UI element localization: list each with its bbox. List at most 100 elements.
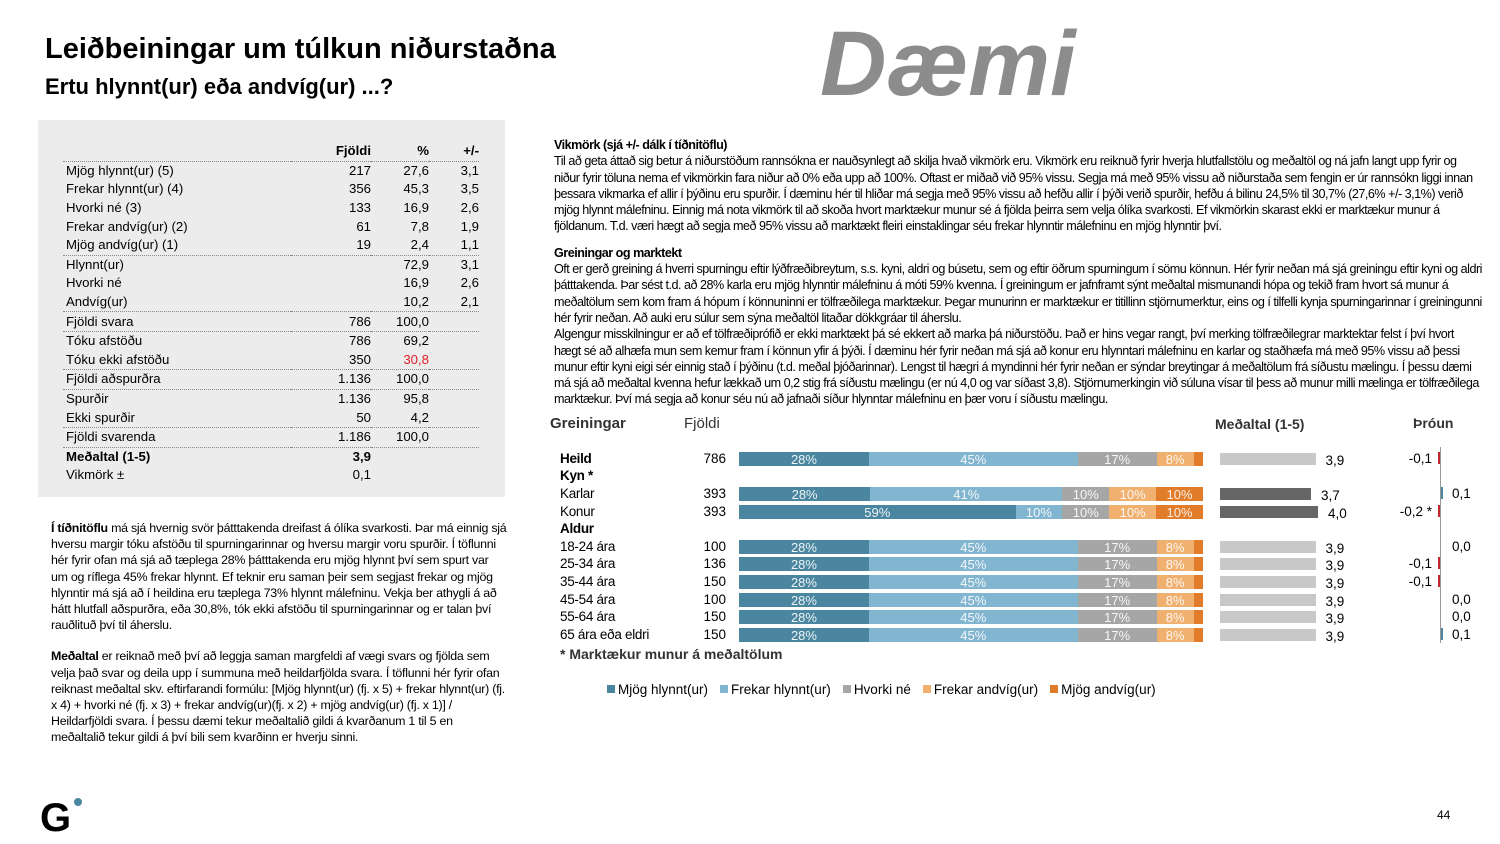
- cell-n: 3,9: [352, 448, 371, 464]
- cell-p: 2,4: [371, 235, 429, 256]
- cell-m: [429, 389, 479, 408]
- cell-p: 100,0: [371, 311, 429, 332]
- logo: G: [40, 796, 72, 840]
- cell-p: 72,9: [403, 256, 429, 272]
- bar-segment-4: 8%: [1156, 451, 1194, 466]
- table-row: Fjöldi svarenda 1.186 100,0: [63, 427, 479, 448]
- table-row: Frekar andvíg(ur) (2) 61 7,8 1,9: [63, 217, 479, 236]
- cell-n: [291, 274, 371, 293]
- header-margin: +/-: [429, 142, 479, 162]
- header-label: [63, 142, 291, 162]
- note-term: Í tíðnitöflu: [51, 521, 108, 535]
- page-title: Leiðbeiningar um túlkun niðurstaðna: [45, 33, 556, 65]
- cell-p: 27,6: [403, 162, 429, 178]
- row-count: 150: [703, 573, 726, 589]
- chart-groups-header: Greiningar: [550, 414, 626, 432]
- trend-value: 0,0: [1452, 609, 1471, 625]
- bar-segment-3: 17%: [1077, 557, 1157, 572]
- page-subtitle: Ertu hlynnt(ur) eða andvíg(ur) ...?: [45, 74, 394, 99]
- trend-bar: [1438, 451, 1440, 464]
- cell-p: 100,0: [371, 369, 429, 390]
- bar-segment-3: 10%: [1062, 486, 1110, 501]
- cell-n: [291, 292, 371, 313]
- cell-p: 69,2: [403, 333, 429, 349]
- row-count: 150: [703, 609, 726, 625]
- trend-value: 0,1: [1452, 485, 1471, 501]
- cell-m: 2,1: [429, 292, 479, 313]
- bar-segment-2: 45%: [868, 610, 1078, 625]
- cell-n: 1.186: [291, 427, 371, 448]
- chart-mean-header: Meðaltal (1-5): [1215, 415, 1305, 432]
- frequency-table-panel: Fjöldi % +/- Mjög hlynnt(ur) (5) 217 27,6 3…: [38, 120, 505, 497]
- mean-bar: [1220, 628, 1316, 641]
- bar-segment-5: [1193, 627, 1203, 642]
- mean-value: 3,9: [1325, 540, 1345, 556]
- cell-m: 2,6: [460, 275, 479, 291]
- table-row: Fjöldi svara 786 100,0: [63, 311, 479, 332]
- cell-n: 61: [356, 218, 371, 234]
- trend-value: -0,1: [1408, 573, 1432, 589]
- row-count: 786: [703, 450, 726, 466]
- row-label: Heild: [560, 450, 592, 466]
- bar-segment-1: 28%: [739, 486, 871, 501]
- margin-of-error-section: Vikmörk (sjá +/- dálk í tíðnitöflu) Til …: [554, 137, 1482, 235]
- bar-segment-1: 28%: [739, 451, 869, 466]
- mean-value: 3,9: [1325, 611, 1345, 627]
- row-label: Aldur: [560, 521, 594, 537]
- cell-label: Tóku afstöðu: [66, 333, 143, 349]
- table-row: Vikmörk ± 0,1: [63, 466, 479, 485]
- logo-dot: [74, 798, 82, 806]
- bar-segment-2: 41%: [870, 486, 1063, 501]
- cell-m: 3,1: [460, 256, 479, 272]
- row-label: Karlar: [560, 485, 595, 501]
- watermark: Dæmi: [820, 13, 1076, 115]
- row-count: 150: [703, 626, 726, 642]
- significance-section: Greiningar og marktekt Oft er gerð grein…: [554, 245, 1482, 408]
- bar-segment-4: 8%: [1156, 574, 1194, 589]
- legend-swatch: [922, 685, 931, 694]
- table-row: Hvorki né 16,9 2,6: [63, 274, 479, 293]
- bar-segment-1: 28%: [739, 627, 869, 642]
- breakdown-chart-block: Greiningar Fjöldi Meðaltal (1-5) Þróun H…: [0, 410, 1500, 705]
- header-percent: %: [371, 142, 429, 162]
- cell-n: 133: [348, 200, 371, 216]
- cell-label: Vikmörk ±: [66, 467, 125, 483]
- cell-label: Meðaltal (1-5): [66, 448, 151, 464]
- chart-trend-header: Þróun: [1413, 414, 1454, 431]
- cell-label: Frekar andvíg(ur) (2): [66, 218, 188, 234]
- bar-segment-4: 8%: [1156, 539, 1194, 554]
- row-label: 18-24 ára: [560, 538, 616, 554]
- cell-m: 3,1: [460, 162, 479, 178]
- legend-item: Frekar hlynnt(ur): [720, 682, 831, 697]
- row-label: Kyn *: [560, 468, 594, 484]
- cell-n: 1.136: [337, 391, 371, 407]
- legend-swatch: [842, 685, 851, 694]
- table-row: Tóku afstöðu 786 69,2: [63, 331, 479, 350]
- table-header-row: Fjöldi % +/-: [63, 142, 479, 162]
- mean-value: 3,9: [1325, 593, 1345, 609]
- table-row: Fjöldi aðspurðra 1.136 100,0: [63, 369, 479, 390]
- legend-item: Frekar andvíg(ur): [922, 682, 1038, 697]
- table-row: Hvorki né (3) 133 16,9 2,6: [63, 199, 479, 218]
- bar-segment-1: 28%: [739, 574, 869, 589]
- mean-bar: [1220, 575, 1316, 588]
- bar-segment-1: 28%: [739, 539, 869, 554]
- cell-label: Ekki spurðir: [63, 408, 291, 428]
- bar-segment-5: [1193, 557, 1203, 572]
- row-label: 55-64 ára: [560, 609, 616, 625]
- table-row: Mjög hlynnt(ur) (5) 217 27,6 3,1: [63, 161, 479, 180]
- legend-item: Mjög hlynnt(ur): [607, 682, 708, 697]
- table-row: Tóku ekki afstöðu 350 30,8: [63, 350, 479, 371]
- mean-bar: [1220, 487, 1311, 500]
- cell-label: Andvíg(ur): [63, 292, 291, 313]
- bar-segment-4: 8%: [1156, 557, 1194, 572]
- mean-bar: [1220, 505, 1318, 518]
- note-term: Meðaltal: [51, 649, 99, 664]
- bar-segment-2: 45%: [868, 451, 1078, 466]
- cell-m: [429, 427, 479, 448]
- bar-segment-5: [1193, 539, 1203, 554]
- trend-value: 0,0: [1452, 591, 1471, 607]
- legend-label: Frekar hlynnt(ur): [731, 681, 831, 697]
- bar-segment-5: [1193, 592, 1203, 607]
- cell-m: 3,5: [460, 181, 479, 197]
